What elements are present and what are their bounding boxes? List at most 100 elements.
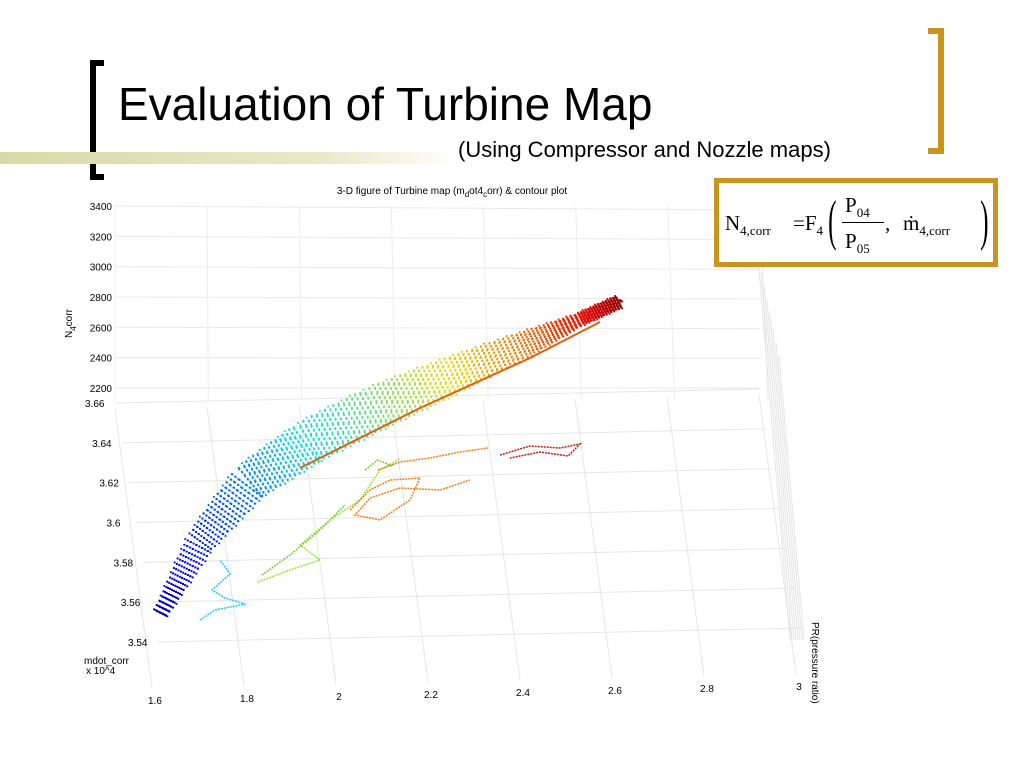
- surface-point: [219, 531, 221, 533]
- surface-point: [599, 314, 602, 317]
- surface-point: [350, 427, 353, 430]
- surface-point: [364, 422, 366, 425]
- surface-point: [487, 374, 490, 376]
- surface-point: [269, 478, 272, 481]
- surface-point: [237, 508, 239, 510]
- surface-point: [210, 524, 213, 527]
- surface-point: [377, 416, 380, 418]
- surface-point: [570, 326, 573, 329]
- surface-point: [479, 367, 482, 370]
- surface-point: [495, 345, 497, 348]
- surface-point: [559, 322, 562, 324]
- surface-point: [194, 554, 196, 557]
- surface-point: [307, 454, 309, 457]
- surface-point: [321, 425, 324, 427]
- surface-point: [199, 557, 202, 560]
- surface-point: [589, 307, 592, 310]
- surface-point: [603, 309, 605, 312]
- surface-point: [530, 346, 533, 349]
- surface-point: [393, 406, 396, 409]
- surface-point: [372, 407, 375, 409]
- surface-point: [403, 384, 406, 387]
- surface-point: [233, 487, 235, 489]
- surface-point: [218, 542, 221, 545]
- surface-point: [610, 305, 612, 307]
- surface-point: [322, 457, 325, 460]
- surface-point: [442, 398, 445, 400]
- surface-point: [471, 372, 474, 375]
- surface-point: [392, 414, 395, 417]
- surface-point: [530, 328, 533, 330]
- surface-point: [331, 443, 334, 446]
- surface-point: [293, 428, 296, 431]
- surface-point: [503, 351, 505, 353]
- surface-point: [575, 318, 578, 321]
- surface-point: [601, 306, 604, 309]
- surface-point: [207, 534, 210, 537]
- surface-point: [349, 445, 352, 447]
- surface-point: [557, 326, 559, 329]
- surface-point: [262, 460, 264, 463]
- surface-point: [509, 353, 512, 356]
- surface-point: [461, 373, 464, 376]
- surface-point: [290, 446, 293, 449]
- surface-point: [399, 396, 402, 398]
- surface-point: [256, 476, 259, 478]
- surface-point: [165, 603, 167, 605]
- y-tick-label: 3.6: [107, 519, 121, 530]
- surface-point: [189, 546, 192, 549]
- surface-point: [525, 345, 527, 347]
- surface-point: [548, 337, 551, 339]
- surface-point: [206, 539, 208, 542]
- surface-point: [350, 416, 353, 419]
- surface-point: [286, 448, 288, 451]
- surface-point: [552, 336, 555, 338]
- surface-point: [391, 423, 394, 426]
- surface-point: [355, 435, 358, 438]
- surface-point: [430, 374, 433, 376]
- surface-point: [173, 601, 176, 604]
- surface-point: [356, 427, 358, 429]
- surface-point: [301, 446, 303, 448]
- surface-point: [177, 580, 180, 583]
- surface-point: [571, 319, 574, 322]
- surface-point: [164, 591, 167, 593]
- surface-point: [531, 354, 533, 357]
- surface-point: [426, 387, 429, 390]
- surface-point: [534, 335, 536, 337]
- surface-point: [383, 405, 385, 408]
- surface-point: [598, 305, 600, 308]
- surface-point: [446, 373, 448, 376]
- surface-point: [614, 302, 617, 305]
- surface-point: [398, 383, 401, 385]
- surface-point: [506, 347, 509, 350]
- surface-point: [422, 379, 425, 381]
- surface-point: [200, 563, 203, 566]
- surface-point: [377, 425, 380, 428]
- surface-point: [559, 330, 561, 332]
- surface-point: [610, 298, 612, 301]
- surface-point: [459, 369, 462, 372]
- surface-point: [288, 451, 291, 453]
- surface-point: [390, 411, 393, 414]
- surface-point: [308, 449, 311, 451]
- surface-point: [266, 481, 269, 484]
- surface-point: [267, 468, 270, 470]
- surface-point: [391, 401, 394, 404]
- surface-point: [388, 406, 391, 409]
- surface-point: [408, 415, 410, 418]
- surface-point: [545, 322, 548, 324]
- surface-point: [424, 384, 427, 386]
- surface-point: [549, 339, 552, 342]
- surface-point: [364, 401, 367, 403]
- surface-point: [273, 453, 276, 456]
- surface-point: [260, 466, 263, 469]
- surface-point: [435, 361, 437, 364]
- surface-point: [182, 554, 185, 557]
- surface-point: [385, 411, 388, 414]
- surface-point: [261, 451, 263, 454]
- surface-point: [390, 409, 393, 411]
- surface-point: [318, 428, 320, 430]
- surface-point: [237, 489, 239, 492]
- surface-point: [420, 395, 422, 398]
